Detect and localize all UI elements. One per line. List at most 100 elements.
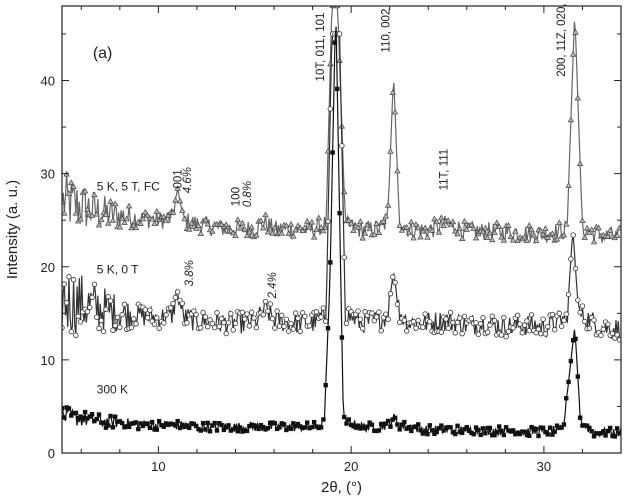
data-point <box>320 227 327 234</box>
data-point <box>70 183 77 189</box>
data-point <box>517 431 523 437</box>
data-point <box>416 422 421 427</box>
y-axis-label: Intensity (a. u.) <box>4 180 21 279</box>
data-point <box>573 336 578 342</box>
data-point <box>299 227 306 233</box>
data-point <box>529 424 534 430</box>
data-point <box>415 223 422 230</box>
data-point <box>495 223 503 229</box>
data-point <box>172 196 179 203</box>
data-point <box>489 313 495 319</box>
data-point <box>288 320 294 327</box>
data-point <box>182 424 187 430</box>
data-point <box>540 425 546 431</box>
data-point <box>458 235 466 241</box>
data-point <box>379 421 384 427</box>
data-point <box>543 429 548 435</box>
data-point <box>197 230 204 236</box>
data-point <box>447 309 454 316</box>
data-point <box>114 314 121 321</box>
data-point <box>417 233 424 240</box>
data-point <box>510 428 516 433</box>
data-point <box>579 303 586 309</box>
data-point <box>66 274 72 280</box>
peak-annotation: 100 <box>230 187 242 206</box>
data-point <box>415 317 421 324</box>
data-point <box>144 211 151 218</box>
data-point <box>462 427 467 432</box>
data-point <box>221 319 227 326</box>
data-point <box>390 417 395 422</box>
data-point <box>496 424 502 429</box>
data-point <box>122 425 127 430</box>
data-point <box>610 433 615 439</box>
data-point <box>295 315 301 322</box>
data-point <box>505 222 512 228</box>
data-point <box>435 228 443 235</box>
data-point <box>538 330 544 337</box>
data-point <box>452 227 459 234</box>
data-point <box>362 426 368 431</box>
data-point <box>441 428 446 433</box>
data-point <box>230 327 236 333</box>
data-point <box>117 419 123 424</box>
data-point <box>181 215 188 222</box>
data-point <box>128 324 135 331</box>
data-point <box>94 416 99 422</box>
data-point <box>107 198 114 204</box>
peak-annotation: 001 <box>173 169 185 188</box>
data-point <box>163 421 169 426</box>
data-point <box>308 218 316 225</box>
data-point <box>595 224 602 231</box>
data-point <box>242 316 248 322</box>
data-point <box>478 432 483 438</box>
data-point <box>302 313 308 320</box>
data-point <box>470 225 477 231</box>
data-point <box>303 217 311 224</box>
data-point <box>323 383 328 388</box>
data-point <box>431 215 438 222</box>
data-point <box>106 423 111 428</box>
data-point <box>491 317 498 324</box>
data-point <box>210 423 215 428</box>
data-point <box>246 323 253 329</box>
data-point <box>427 423 432 428</box>
data-point <box>327 106 334 112</box>
data-point <box>235 429 240 434</box>
data-point <box>174 185 181 191</box>
data-point <box>607 226 614 233</box>
data-point <box>262 211 269 218</box>
data-point <box>556 219 563 226</box>
data-point <box>246 228 253 235</box>
data-point <box>108 413 113 419</box>
data-point <box>200 309 206 316</box>
data-point <box>221 427 227 433</box>
data-point <box>239 219 246 226</box>
data-point <box>253 324 260 331</box>
data-point <box>357 316 364 323</box>
data-point <box>355 308 361 314</box>
data-point <box>187 425 192 430</box>
data-point <box>313 309 320 315</box>
data-point <box>193 311 199 318</box>
data-point <box>519 330 526 336</box>
data-point <box>72 209 80 216</box>
data-point <box>271 224 279 231</box>
y-tick-label: 10 <box>41 353 55 368</box>
data-point <box>473 425 479 430</box>
data-point <box>172 294 179 301</box>
data-point <box>133 321 139 327</box>
data-point <box>216 323 222 330</box>
data-point <box>156 325 162 332</box>
data-point <box>438 214 445 221</box>
data-point <box>498 233 505 240</box>
data-point <box>492 432 497 438</box>
data-point <box>113 414 118 419</box>
data-point <box>584 423 590 428</box>
data-point <box>117 324 123 330</box>
data-point <box>145 421 150 426</box>
data-point <box>466 428 472 434</box>
data-point <box>290 326 297 332</box>
data-point <box>563 311 569 317</box>
